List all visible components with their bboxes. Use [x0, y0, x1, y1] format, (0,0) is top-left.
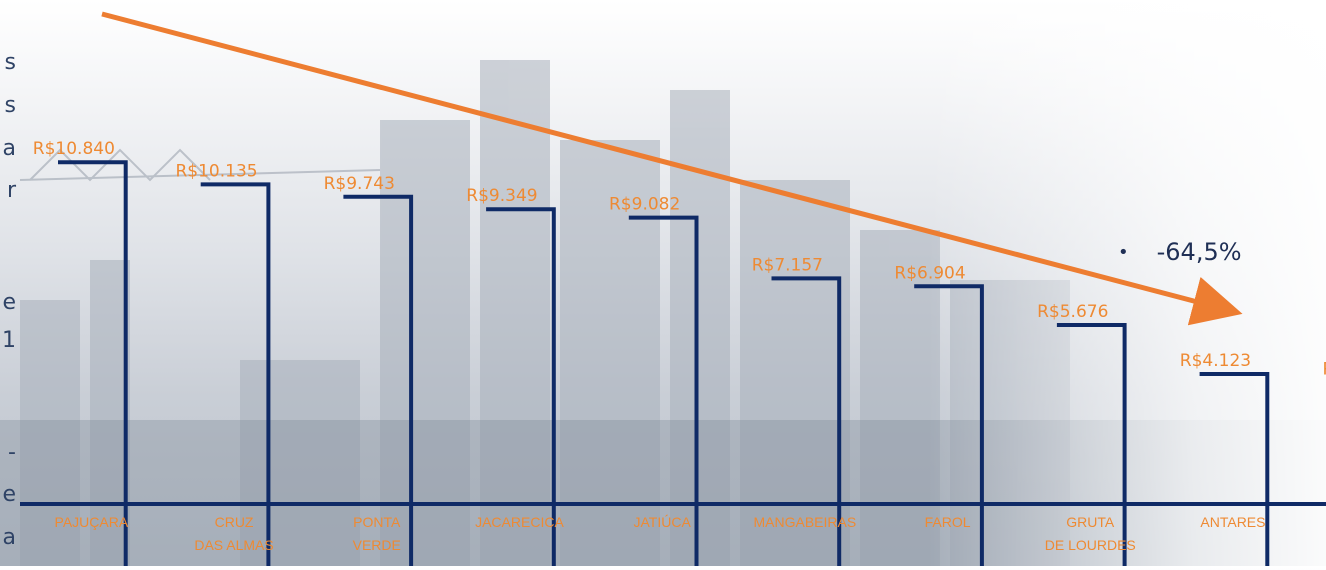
value-label: R$10.840: [33, 139, 115, 159]
edge-fragment: e: [2, 290, 16, 315]
bar: [58, 160, 128, 566]
bar: [343, 194, 414, 566]
category-label: ANTARES: [1200, 514, 1265, 530]
edge-fragment: r: [6, 178, 16, 203]
category-label: MANGABEIRAS: [753, 514, 856, 530]
trend-arrow: [101, 11, 1243, 326]
edge-fragment: e: [2, 482, 16, 507]
bar: [1199, 371, 1270, 566]
category-label: DAS ALMAS: [194, 537, 273, 553]
trend-annotation: • -64,5%: [1118, 238, 1242, 266]
trend-percentage: -64,5%: [1156, 238, 1242, 266]
edge-fragment: -: [8, 440, 16, 465]
category-label: PAJUÇARA: [55, 514, 129, 530]
category-label: GRUTA: [1066, 514, 1115, 530]
bar: [1056, 323, 1127, 566]
value-label: R$3.852: [1323, 360, 1326, 380]
value-label: R$5.676: [1037, 302, 1108, 322]
value-label: R$9.349: [466, 186, 537, 206]
edge-fragment: a: [2, 136, 16, 161]
category-label: DE LOURDES: [1045, 537, 1136, 553]
category-label: CRUZ: [215, 514, 254, 530]
edge-fragment: a: [2, 525, 16, 550]
value-label: R$7.157: [752, 255, 823, 275]
value-label: R$10.135: [175, 161, 257, 181]
edge-fragment: s: [4, 50, 16, 75]
category-label: JATIÚCA: [633, 514, 691, 530]
edge-fragment: s: [4, 93, 16, 118]
category-label: FAROL: [925, 514, 971, 530]
bar: [771, 276, 842, 566]
bullet-icon: •: [1118, 241, 1129, 263]
value-label: R$6.904: [894, 263, 965, 283]
bar: [486, 207, 556, 566]
value-label: R$9.743: [324, 174, 395, 194]
category-label: PONTA: [353, 514, 401, 530]
value-label: R$9.082: [609, 195, 680, 215]
edge-fragment: 1: [2, 328, 16, 353]
value-label: R$4.123: [1180, 351, 1251, 371]
bar: [628, 215, 699, 566]
bar: [914, 284, 984, 566]
bar: [200, 182, 271, 566]
category-label: VERDE: [353, 537, 401, 553]
category-label: JACARECICA: [475, 514, 564, 530]
